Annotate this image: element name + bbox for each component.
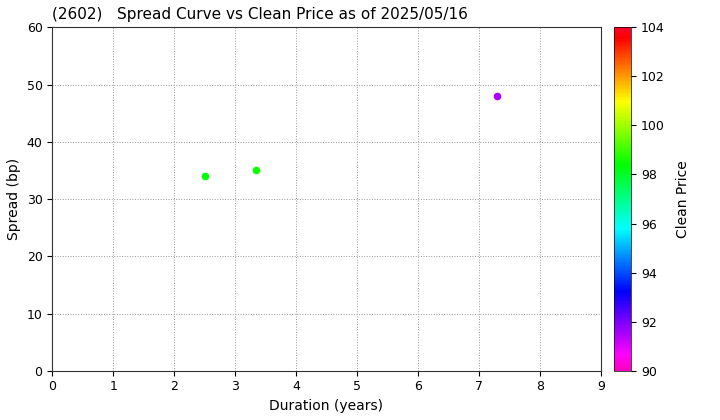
Y-axis label: Spread (bp): Spread (bp) xyxy=(7,158,21,240)
X-axis label: Duration (years): Duration (years) xyxy=(269,399,384,413)
Point xyxy=(199,173,210,179)
Y-axis label: Clean Price: Clean Price xyxy=(676,160,690,238)
Point xyxy=(491,93,503,100)
Text: (2602)   Spread Curve vs Clean Price as of 2025/05/16: (2602) Spread Curve vs Clean Price as of… xyxy=(53,7,468,22)
Point xyxy=(251,167,262,174)
